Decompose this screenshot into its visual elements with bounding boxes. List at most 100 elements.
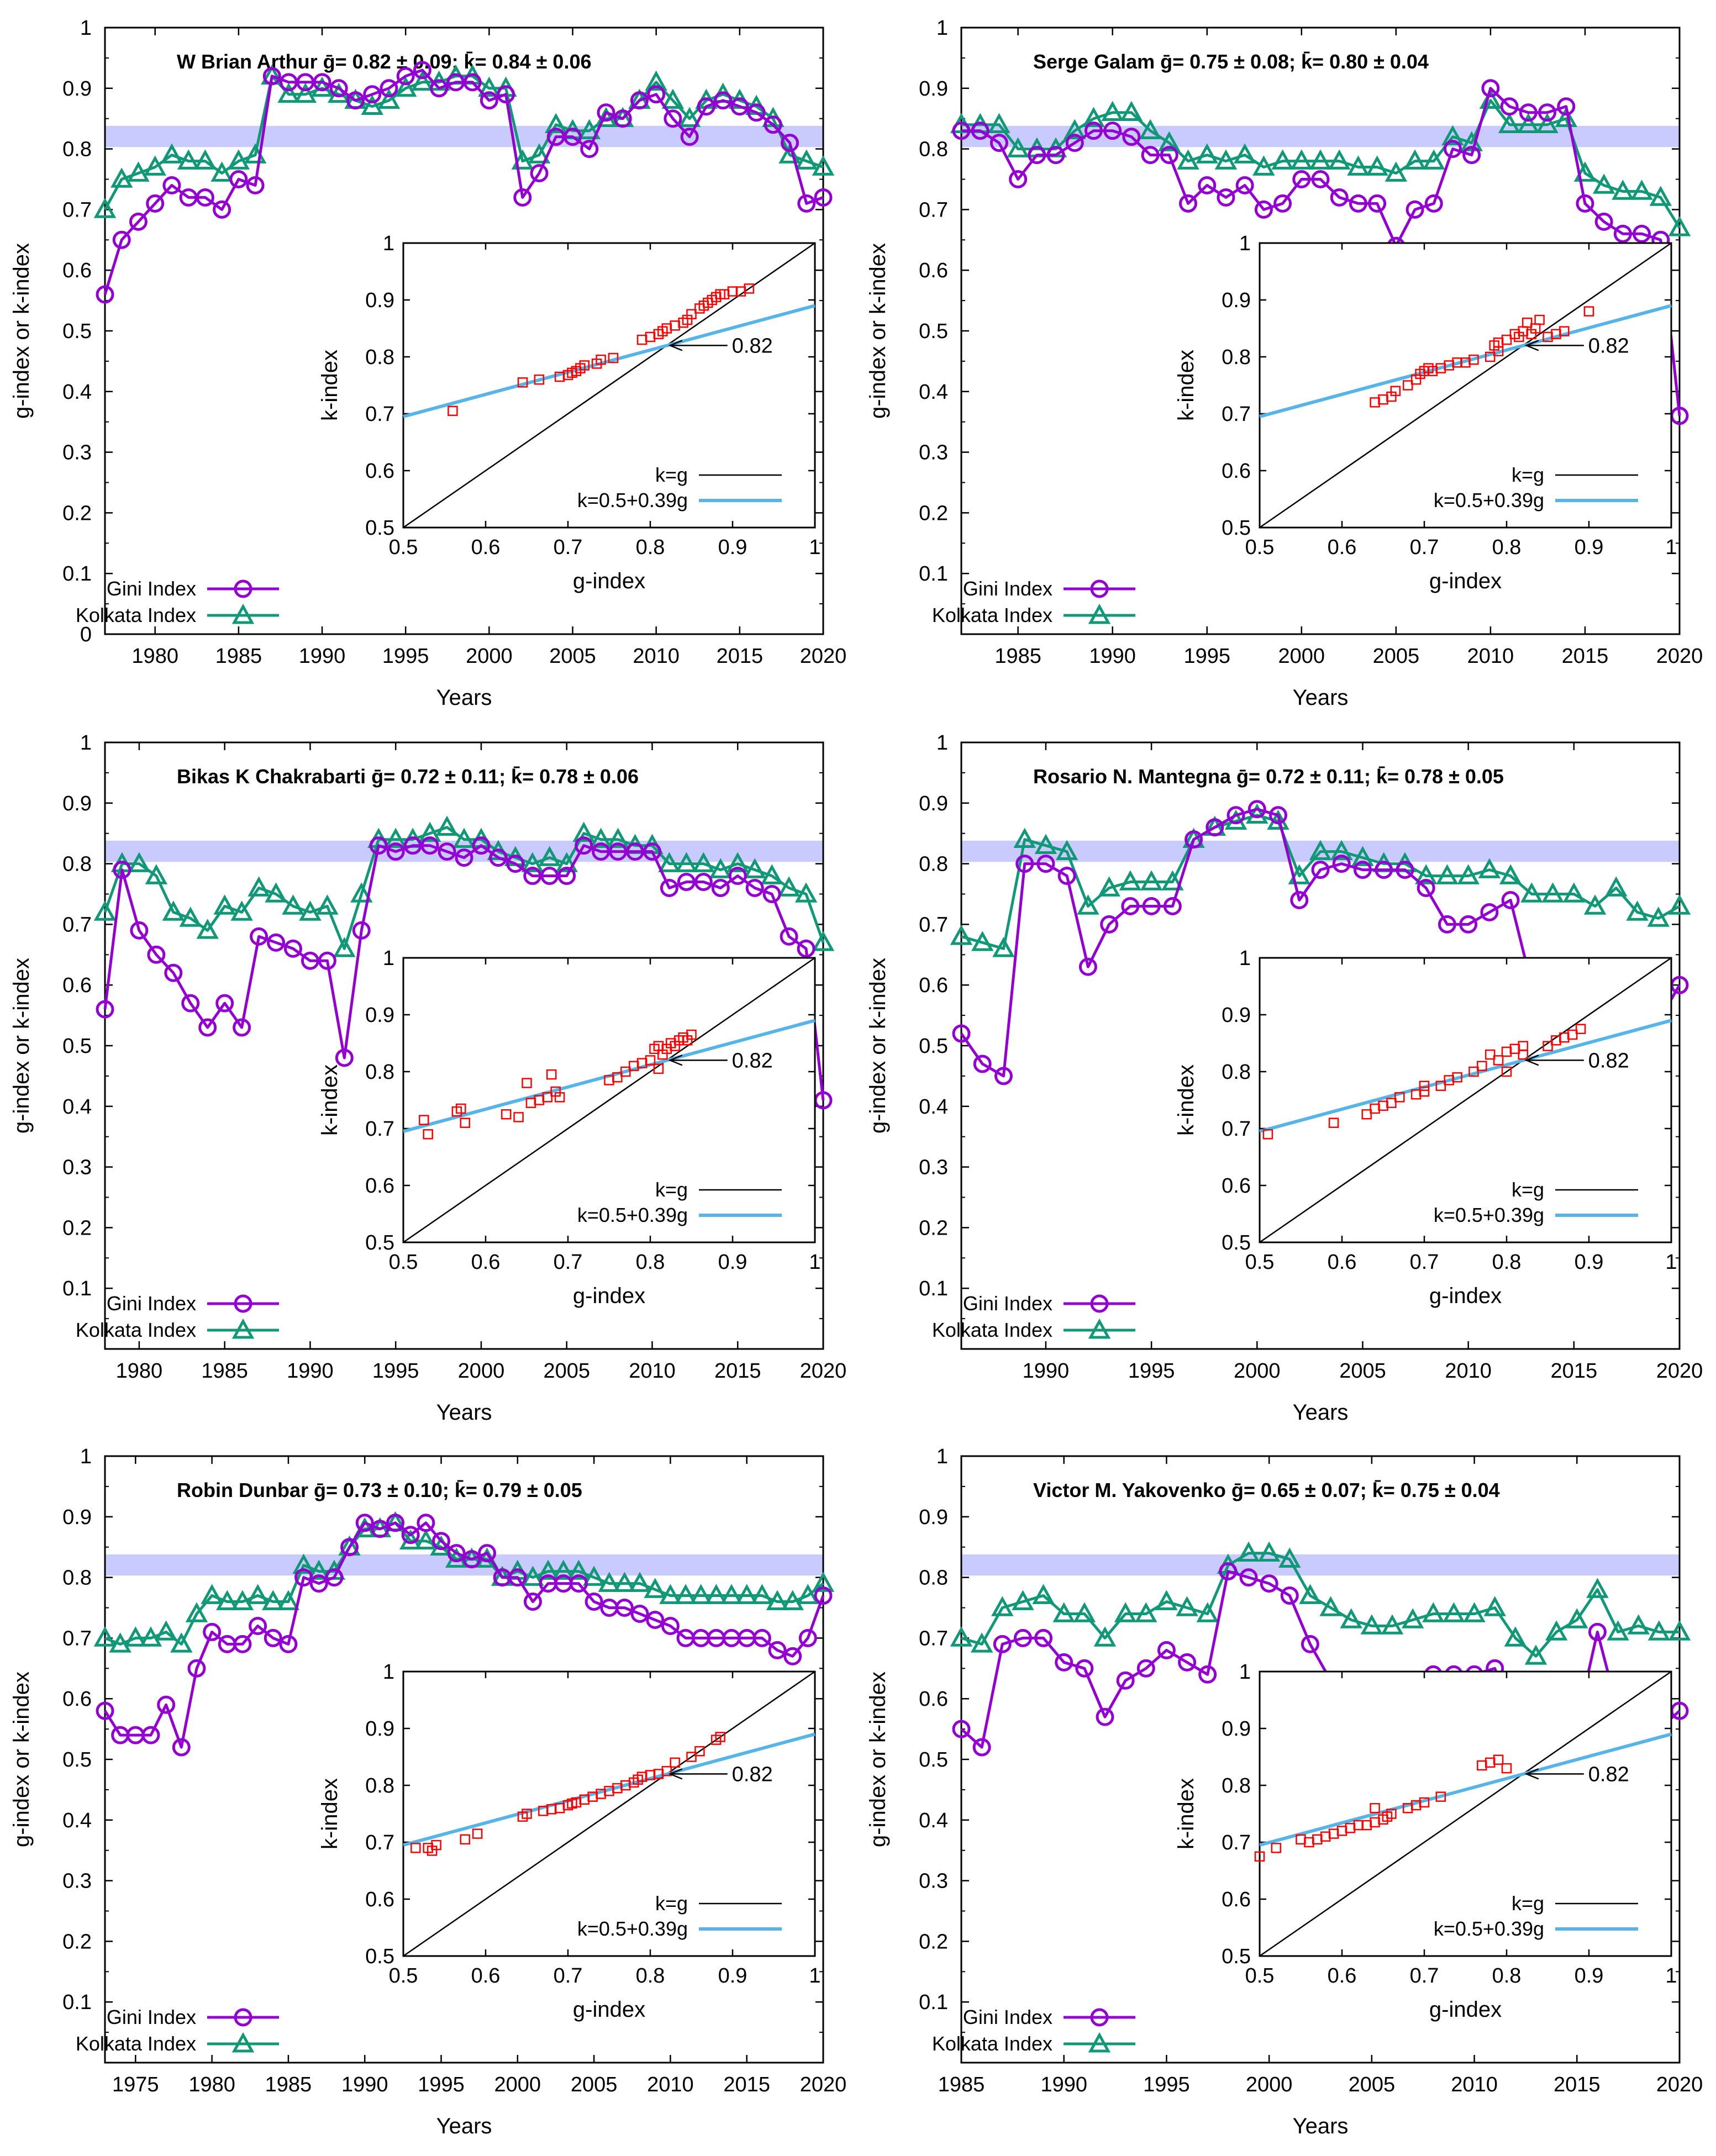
gini-point [647, 85, 666, 104]
gini-point [1227, 806, 1245, 825]
gini-point [730, 97, 749, 116]
kolkata-point [128, 852, 151, 872]
x-tick-label: 2010 [1467, 645, 1514, 668]
reference-band [961, 1554, 1680, 1576]
inset-y-axis-label: k-index [1174, 350, 1198, 421]
x-axis-label: Years [1293, 1400, 1349, 1425]
scatter-point [694, 1746, 705, 1757]
kolkata-point [675, 852, 698, 872]
kolkata-point [1319, 1596, 1342, 1616]
inset-y-tick-label: 0.7 [365, 1831, 394, 1854]
gini-point [1290, 890, 1309, 909]
kolkata-point [262, 1590, 285, 1610]
y-tick-label: 0.2 [919, 502, 948, 525]
inset-y-tick-label: 0.5 [1222, 516, 1251, 540]
gini-point [1481, 79, 1500, 98]
kolkata-point [709, 858, 732, 878]
scatter-point [1361, 1109, 1372, 1120]
y-tick-label: 0.2 [62, 1930, 92, 1953]
gini-point [267, 933, 286, 952]
y-tick-label: 0.3 [62, 441, 92, 465]
gini-point [797, 194, 816, 213]
kolkata-point [988, 113, 1010, 133]
inset-y-tick-label: 1 [1239, 1661, 1251, 1684]
inset-x-tick-label: 0.5 [389, 1251, 418, 1274]
scatter-point [1522, 317, 1533, 328]
inset-x-tick-label: 0.9 [1575, 1964, 1604, 1988]
kolkata-point [766, 1590, 789, 1610]
kolkata-point [478, 76, 501, 97]
gini-point [1103, 122, 1122, 140]
inset-x-tick-label: 0.7 [554, 1964, 583, 1988]
y-tick-label: 0.6 [62, 1688, 92, 1711]
kolkata-point [227, 149, 250, 170]
kolkata-point [1499, 864, 1522, 884]
kolkata-point [795, 149, 818, 170]
scatter-point [1575, 1024, 1586, 1034]
scatter-point [1485, 1049, 1496, 1060]
inset-x-axis-label: g-index [1429, 569, 1502, 593]
kolkata-point [277, 82, 300, 103]
kolkata-point [511, 149, 534, 170]
kolkata-point [1257, 1541, 1281, 1562]
kolkata-point [628, 1572, 651, 1592]
kolkata-point [1290, 149, 1313, 170]
kolkata-point [1586, 1578, 1609, 1598]
y-tick-label: 0.7 [62, 198, 92, 222]
kolkata-point [185, 1602, 208, 1622]
scatter-point [517, 377, 528, 388]
kolkata-point [582, 1565, 606, 1586]
gini-point [112, 230, 131, 249]
gini-point [1015, 855, 1034, 873]
legend: Gini Index Kolkata Index [76, 577, 279, 626]
gini-point [215, 994, 234, 1013]
kolkata-point [93, 900, 117, 921]
gini-point [413, 61, 431, 80]
kolkata-point [307, 1559, 330, 1580]
y-tick-label: 0.6 [919, 1688, 948, 1711]
gini-point [1084, 122, 1103, 140]
kolkata-point [777, 876, 801, 897]
kolkata-point [1385, 161, 1408, 182]
gini-point [147, 945, 166, 964]
scatter-point [419, 1115, 429, 1125]
inset-x-tick-label: 0.7 [554, 536, 583, 559]
x-tick-label: 2010 [647, 2073, 694, 2096]
legend-marker-gini [1090, 1294, 1109, 1313]
kolkata-point [528, 143, 551, 164]
annotation-arrowhead [668, 340, 683, 351]
scatter-point [1254, 1851, 1265, 1862]
gini-point [694, 873, 713, 892]
kolkata-point [1055, 840, 1078, 860]
kolkata-point [1517, 113, 1540, 133]
kolkata-point [1340, 1608, 1362, 1628]
inset-x-tick-label: 0.8 [1492, 536, 1522, 559]
kolkata-point [1098, 876, 1120, 897]
gini-point [768, 1641, 787, 1659]
gini-point [1368, 194, 1387, 213]
y-tick-label: 1 [936, 17, 948, 40]
y-tick-label: 0.2 [62, 1216, 92, 1240]
annotation-arrowhead [668, 1768, 683, 1780]
scatter-point [1543, 1041, 1553, 1051]
gini-point [762, 885, 781, 903]
gini-point [233, 1018, 251, 1037]
y-tick-label: 0.7 [919, 198, 948, 222]
gini-point [1075, 1659, 1094, 1678]
kolkata-point [1463, 1602, 1486, 1622]
gini-point [781, 134, 799, 152]
y-tick-label: 0.4 [919, 1809, 948, 1832]
x-tick-label: 2000 [1234, 1359, 1281, 1383]
legend-marker-gini [1090, 579, 1109, 598]
gini-point [1260, 1574, 1278, 1593]
kolkata-point [607, 827, 629, 848]
scatter-point [1386, 1098, 1397, 1108]
chart-title: Rosario N. Mantegna ḡ= 0.72 ± 0.11; k̄= … [1033, 765, 1504, 788]
gini-point [972, 1738, 991, 1757]
fit-line [1259, 1019, 1672, 1134]
gini-point [1239, 1568, 1258, 1587]
kolkata-point [1668, 216, 1691, 236]
inset-legend-label-diagonal: k=g [655, 463, 688, 486]
kolkata-point [194, 149, 217, 170]
gini-point [181, 994, 200, 1013]
